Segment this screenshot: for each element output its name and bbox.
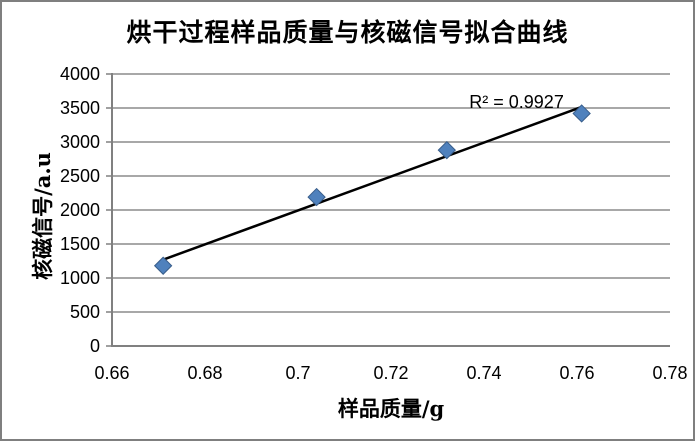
x-tick-label: 0.68 xyxy=(187,363,222,383)
trendline xyxy=(162,105,583,261)
data-point-diamond xyxy=(307,187,326,207)
x-tick-label: 0.78 xyxy=(652,363,687,383)
y-tick-label: 2500 xyxy=(60,166,100,186)
x-tick-label: 0.72 xyxy=(373,363,408,383)
x-tick-label: 0.74 xyxy=(466,363,501,383)
y-tick-label: 2000 xyxy=(60,200,100,220)
y-tick-label: 0 xyxy=(90,336,100,356)
x-tick-label: 0.7 xyxy=(285,363,310,383)
y-tick-label: 1500 xyxy=(60,234,100,254)
y-tick-label: 500 xyxy=(70,302,100,322)
y-tick-label: 4000 xyxy=(60,64,100,84)
data-point-diamond xyxy=(572,104,591,123)
r-squared-label: R² = 0.9927 xyxy=(469,92,564,113)
x-tick-label: 0.76 xyxy=(559,363,594,383)
chart-title: 烘干过程样品质量与核磁信号拟合曲线 xyxy=(126,18,569,47)
data-point-diamond xyxy=(153,256,173,275)
y-tick-label: 3500 xyxy=(60,98,100,118)
y-tick-label: 3000 xyxy=(60,132,100,152)
y-tick-label: 1000 xyxy=(60,268,100,288)
x-axis-title: 样品质量/g xyxy=(337,396,445,421)
x-tick-label: 0.66 xyxy=(94,363,129,383)
data-point-diamond xyxy=(437,140,457,160)
